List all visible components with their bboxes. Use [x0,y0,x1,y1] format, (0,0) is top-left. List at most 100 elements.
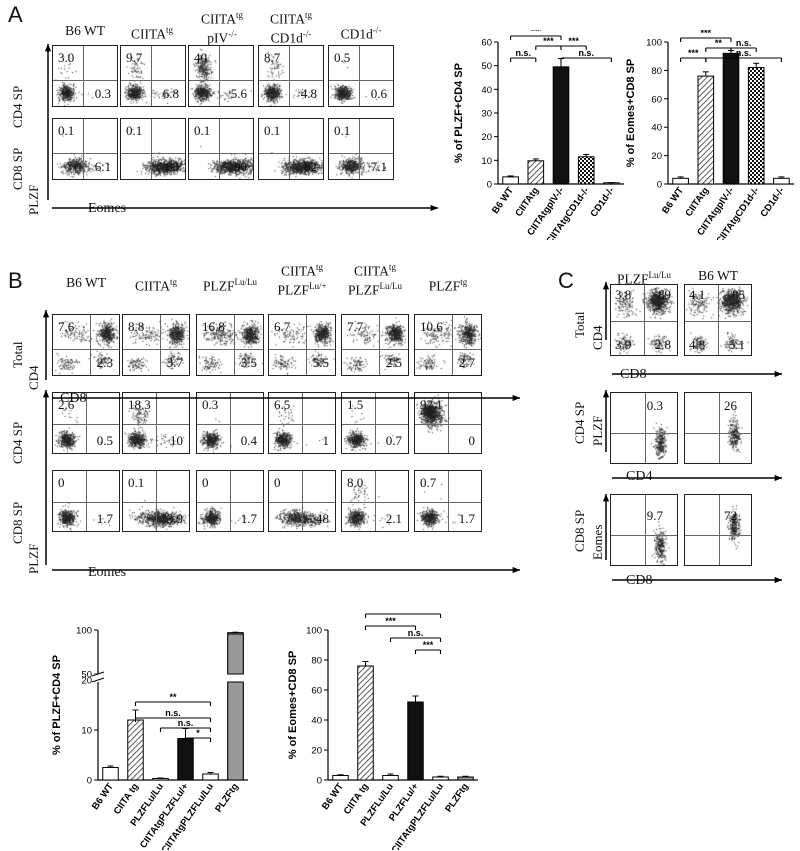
quadrant-percent: 4.1 [689,287,706,302]
quadrant-gate-horizontal [53,424,119,425]
quadrant-gate-horizontal [53,349,119,350]
quadrant-gate-horizontal [342,424,408,425]
column-line2-sup: -/- [302,28,312,39]
quadrant-gate-horizontal [269,349,335,350]
quadrant-gate-horizontal [342,349,408,350]
quadrant-gate-vertical [448,393,449,453]
column-header: PLZFLu/Lu [170,275,290,294]
x-axis-label-cd8: CD8 [620,367,647,382]
y-tick-label: 100 [76,626,92,637]
bar [152,778,169,781]
bar [722,52,740,185]
significance-label: n.s. [165,708,181,718]
quadrant-percent: 0.1 [58,123,75,138]
quadrant-percent: 83 [166,159,179,174]
quadrant-percent: 5.5 [240,355,257,370]
y-tick-label: 10 [81,726,92,737]
quadrant-percent: 26 [724,398,737,413]
significance-label: n.s. [736,48,752,58]
scatter-dots [53,119,117,179]
bar [202,773,219,781]
quadrant-percent: 10 [170,433,183,448]
y-tick-label: 0 [87,776,92,787]
y-axis-arrow-total [602,282,610,340]
quadrant-gate-horizontal [121,80,185,81]
column-line2-sup: -/- [228,28,237,39]
column-name: B6 WT [66,275,106,290]
column-name: CIITA [354,263,389,279]
quadrant-percent: 90 [234,159,247,174]
quadrant-percent: 1 [322,433,330,448]
quadrant-percent: 8.0 [347,475,364,490]
quadrant-percent: 3.8 [615,287,632,302]
column-sup: Lu/Lu [234,277,258,287]
flow-plot: 8.7 4.8 [258,45,324,107]
flow-plot: 9.7 6.8 [120,45,186,107]
quadrant-gate-vertical [219,46,220,106]
flow-plot-total: 16.8 5.5 [196,314,264,376]
scatter-dots [329,119,393,179]
flow-plot: 6.5 1 [268,392,336,454]
quadrant-percent: 0.4 [240,433,257,448]
quadrant-gate-vertical [156,471,157,531]
significance-label: ** [715,38,723,48]
quadrant-percent: 6.5 [274,397,291,412]
flow-plot: 1.5 0.7 [341,392,409,454]
bar [457,776,474,781]
quadrant-gate-vertical [375,393,376,453]
significance-label: n.s. [515,48,531,58]
quadrant-percent: 0.1 [194,123,211,138]
quadrant-gate-vertical [719,495,720,565]
quadrant-percent: 2.7 [458,355,475,370]
column-header: B6 WT [26,275,146,290]
column-header: CIITAtg PLZFLu/Lu [315,260,435,297]
column-name-line2: PLZF [347,282,380,297]
flow-plot: 3.0 0.3 [52,45,118,107]
row-label-cd8-sp: CD8 SP [572,509,587,552]
scatter-dots [415,315,481,375]
quadrant-gate-vertical [289,119,290,179]
y-axis-label-plzf: PLZF [26,184,41,215]
quadrant-percent: 1.5 [347,397,364,412]
y-axis-arrow-total [42,310,50,380]
quadrant-percent: 8.8 [128,319,145,334]
quadrant-gate-vertical [86,471,87,531]
x-tick-label: B6 WT [490,185,516,216]
quadrant-percent: 0 [274,475,281,490]
scatter-dots [329,46,393,106]
significance-label: * [196,728,200,738]
quadrant-gate-vertical [645,495,646,565]
flow-plot: 0.1 83 [120,118,186,180]
quadrant-gate-vertical [719,393,720,463]
quadrant-percent: 6.8 [162,86,179,101]
quadrant-gate-horizontal [269,502,335,503]
quadrant-percent: 9.7 [126,50,143,65]
quadrant-gate-vertical [452,315,453,375]
column-name: CIITA [270,11,305,27]
quadrant-gate-horizontal [685,535,751,536]
quadrant-percent: 0.7 [420,475,437,490]
quadrant-gate-horizontal [53,502,119,503]
flow-plot: 0 1.7 [196,470,264,532]
significance-label: *** [385,616,396,626]
column-header: CD1d-/- [301,23,421,42]
column-sup: tg [235,10,243,20]
quadrant-gate-horizontal [189,80,253,81]
scatter-dots [611,495,677,565]
panel-label-c: C [558,268,574,293]
panel-label-b: B [8,268,23,293]
flow-plot-cd4: 26 [684,392,752,464]
column-sup: tg [165,25,173,35]
quadrant-percent: 40 [194,50,207,65]
significance-label: n.s. [578,48,594,58]
quadrant-percent: 48 [316,511,329,526]
bar [697,75,715,185]
column-name-line2: CD1d [270,30,303,45]
quadrant-gate-vertical [156,393,157,453]
quadrant-percent: 0.1 [126,123,143,138]
x-tick-label: PLZFtg [213,781,241,814]
y-tick-label: 80 [311,656,322,667]
y-tick-label: 60 [311,686,322,697]
